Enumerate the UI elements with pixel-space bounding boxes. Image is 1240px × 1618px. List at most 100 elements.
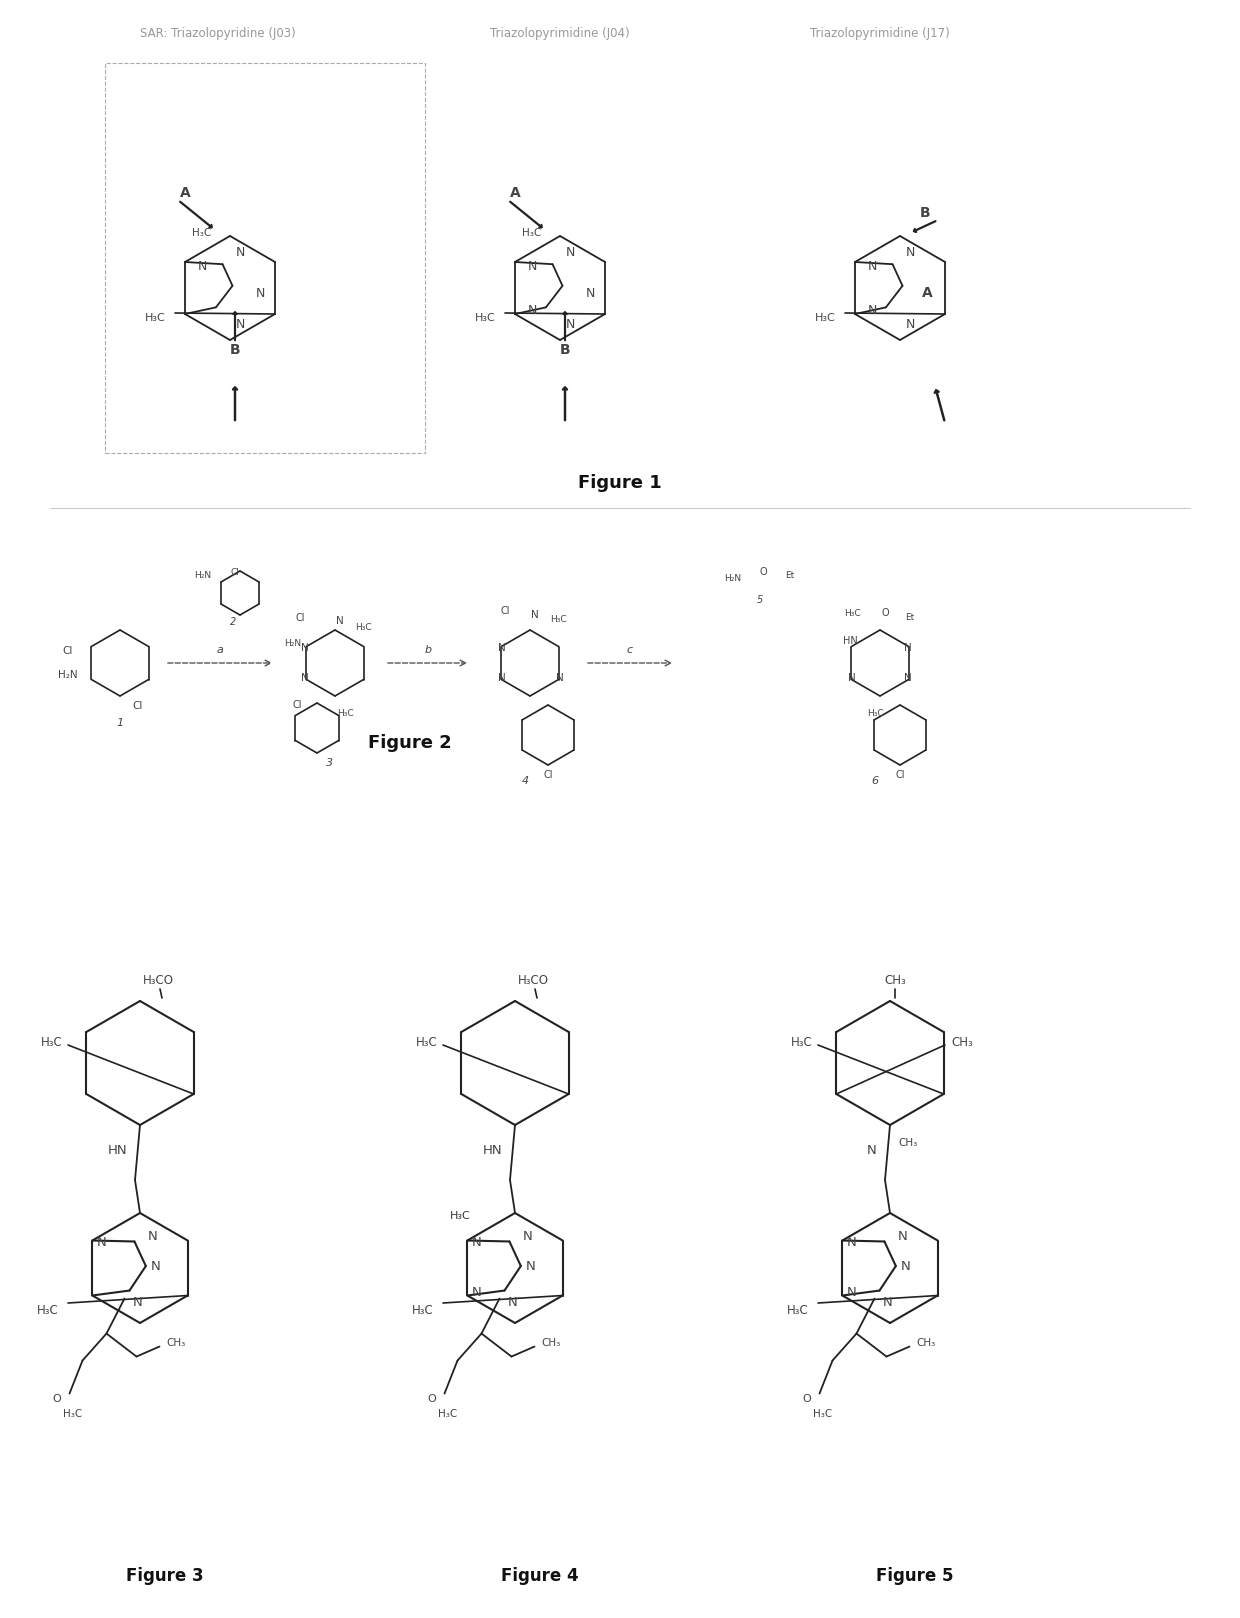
Text: O: O [427, 1393, 436, 1403]
Text: H₃C: H₃C [475, 312, 495, 324]
Text: H₃C: H₃C [417, 1037, 438, 1050]
Text: N: N [301, 673, 309, 683]
Text: Et: Et [785, 571, 795, 579]
Text: N: N [255, 286, 264, 299]
Text: H₃C: H₃C [37, 1304, 58, 1317]
Text: CH₃: CH₃ [884, 974, 906, 987]
Text: O: O [802, 1393, 811, 1403]
Text: N: N [522, 1230, 532, 1243]
Text: N: N [301, 642, 309, 654]
Text: N: N [148, 1230, 157, 1243]
Text: N: N [236, 246, 244, 259]
Text: Et: Et [905, 613, 915, 623]
Text: O: O [52, 1393, 61, 1403]
Text: N: N [472, 1286, 482, 1299]
Text: A: A [180, 186, 191, 201]
Text: H₃C: H₃C [412, 1304, 434, 1317]
Text: b: b [424, 646, 432, 655]
Bar [105, 63, 425, 453]
Text: O: O [882, 608, 889, 618]
Text: N: N [848, 673, 856, 683]
Text: Cl: Cl [133, 701, 143, 710]
Text: 3: 3 [326, 757, 334, 769]
Text: H₃C: H₃C [438, 1409, 458, 1419]
Text: 2: 2 [229, 616, 236, 628]
Text: N: N [527, 304, 537, 317]
Text: H₃C: H₃C [843, 608, 861, 618]
Text: CH₃: CH₃ [542, 1338, 562, 1348]
Text: N: N [472, 1236, 482, 1249]
Text: B: B [920, 205, 930, 220]
Text: Figure 2: Figure 2 [368, 735, 451, 752]
Text: N: N [904, 673, 911, 683]
Text: H₃C: H₃C [337, 709, 353, 717]
Text: H₃C: H₃C [145, 312, 165, 324]
Text: N: N [498, 673, 506, 683]
Text: N: N [847, 1236, 857, 1249]
Text: N: N [556, 673, 564, 683]
Text: N: N [526, 1259, 536, 1272]
Text: a: a [217, 646, 223, 655]
Text: H₃C: H₃C [867, 709, 883, 717]
Text: N: N [531, 610, 539, 620]
Text: HN: HN [484, 1144, 502, 1157]
Text: A: A [921, 286, 932, 299]
Text: H₃C: H₃C [355, 623, 371, 633]
Text: H₃C: H₃C [549, 615, 567, 625]
Text: N: N [565, 317, 574, 330]
Text: N: N [151, 1259, 161, 1272]
Text: H₃C: H₃C [41, 1037, 63, 1050]
Text: N: N [905, 317, 915, 330]
Text: Figure 5: Figure 5 [877, 1566, 954, 1586]
Text: H₂N: H₂N [58, 670, 78, 680]
Text: H₃CO: H₃CO [143, 974, 174, 987]
Text: N: N [905, 246, 915, 259]
Text: N: N [898, 1230, 908, 1243]
Text: H₂N: H₂N [724, 573, 742, 582]
Text: 5: 5 [756, 595, 763, 605]
Text: B: B [229, 343, 241, 358]
Text: N: N [904, 642, 911, 654]
Text: HN: HN [843, 636, 857, 646]
Text: SAR: Triazolopyridine (J03): SAR: Triazolopyridine (J03) [140, 26, 296, 39]
Text: N: N [565, 246, 574, 259]
Text: N: N [236, 317, 244, 330]
Text: Cl: Cl [295, 613, 305, 623]
Text: Cl: Cl [895, 770, 905, 780]
Text: HN: HN [108, 1144, 128, 1157]
Text: 4: 4 [522, 777, 528, 786]
Text: N: N [133, 1296, 143, 1309]
Text: A: A [510, 186, 521, 201]
Text: CH₃: CH₃ [916, 1338, 936, 1348]
Text: CH₃: CH₃ [167, 1338, 186, 1348]
Text: N: N [867, 1144, 877, 1157]
Text: N: N [336, 616, 343, 626]
Text: N: N [498, 642, 506, 654]
Text: Figure 3: Figure 3 [126, 1566, 203, 1586]
Text: Figure 1: Figure 1 [578, 474, 662, 492]
Text: Triazolopyrimidine (J17): Triazolopyrimidine (J17) [810, 26, 950, 39]
Text: H₃CO: H₃CO [517, 974, 548, 987]
Text: H₃C: H₃C [192, 228, 212, 238]
Text: H₂N: H₂N [284, 639, 301, 647]
Text: 1: 1 [117, 718, 124, 728]
Text: N: N [585, 286, 595, 299]
Text: Cl: Cl [543, 770, 553, 780]
Text: H₃C: H₃C [522, 228, 542, 238]
Text: Figure 4: Figure 4 [501, 1566, 579, 1586]
Text: CH₃: CH₃ [951, 1037, 973, 1050]
Text: H₃C: H₃C [815, 312, 836, 324]
Text: Triazolopyrimidine (J04): Triazolopyrimidine (J04) [490, 26, 630, 39]
Text: N: N [197, 259, 207, 272]
Text: N: N [507, 1296, 517, 1309]
Text: Cl: Cl [63, 646, 73, 655]
Text: Cl: Cl [293, 701, 301, 710]
Text: N: N [901, 1259, 910, 1272]
Text: H₃C: H₃C [791, 1037, 813, 1050]
Text: H₃C: H₃C [63, 1409, 82, 1419]
Text: H₃C: H₃C [787, 1304, 808, 1317]
Text: Cl: Cl [500, 607, 510, 616]
Text: N: N [97, 1236, 107, 1249]
Text: Cl: Cl [231, 568, 239, 576]
Text: N: N [883, 1296, 893, 1309]
